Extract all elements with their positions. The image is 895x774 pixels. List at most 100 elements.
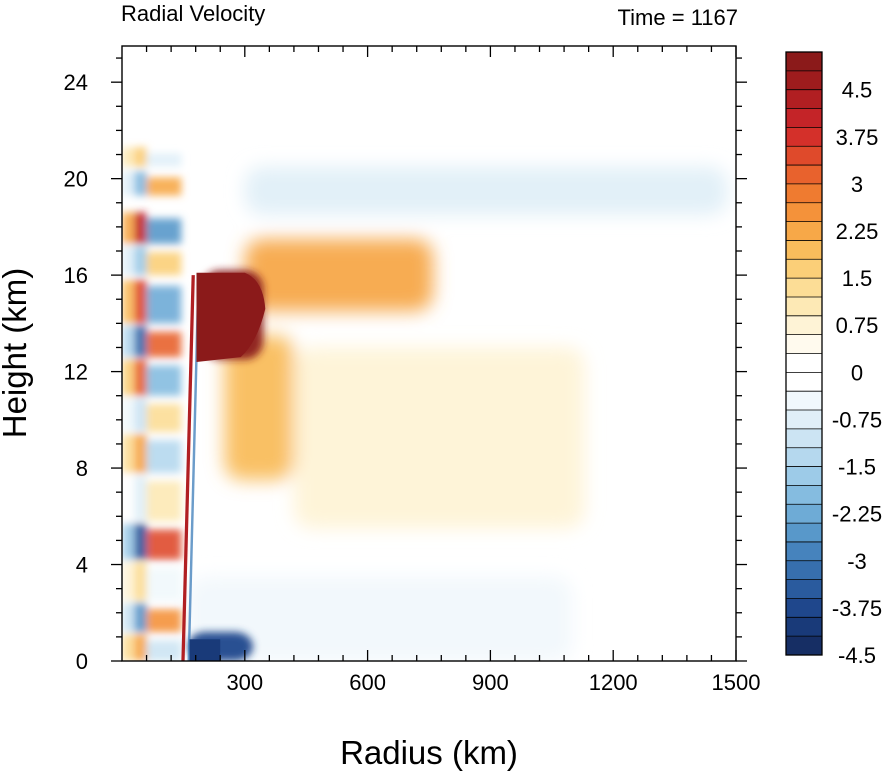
colorbar-label: -3.75: [832, 596, 882, 621]
colorbar-swatch: [786, 70, 822, 90]
y-tick-label: 0: [76, 649, 88, 674]
colorbar-swatch: [786, 334, 822, 354]
field-band: [134, 398, 147, 432]
field-band: [122, 523, 135, 560]
field-band: [122, 246, 135, 276]
colorbar-swatch: [786, 485, 822, 505]
colorbar-swatch: [786, 372, 822, 392]
y-tick-label: 16: [64, 263, 88, 288]
boundary-layer-inflow-core: [189, 639, 221, 661]
x-tick-label: 600: [349, 670, 386, 695]
field-band: [146, 365, 182, 396]
colorbar-swatch: [786, 146, 822, 166]
x-axis: 300 600 900 1200 1500: [145, 46, 761, 695]
colorbar-swatch: [786, 259, 822, 279]
x-tick-label: 300: [226, 670, 263, 695]
field-band: [122, 475, 135, 522]
field-band: [134, 523, 147, 560]
y-tick-label: 24: [64, 70, 88, 95]
field-band: [122, 562, 135, 601]
colorbar-label: -0.75: [832, 407, 882, 432]
colorbar-swatch: [786, 636, 822, 655]
field-broad-regions: [187, 166, 728, 661]
y-axis: 0 4 8 12 16 20 24: [64, 57, 747, 674]
colorbar-swatch: [786, 202, 822, 222]
eyewall-streak: [181, 275, 195, 661]
colorbar-swatch: [786, 52, 822, 71]
colorbar-label: -1.5: [838, 455, 876, 480]
field-band: [122, 147, 135, 167]
colorbar-label: 4.5: [842, 78, 873, 103]
y-tick-label: 12: [64, 360, 88, 385]
colorbar-swatch: [786, 410, 822, 429]
field-band: [122, 398, 135, 432]
x-tick-label: 1200: [589, 670, 638, 695]
colorbar-swatch: [786, 315, 822, 335]
colorbar-swatch: [786, 579, 822, 599]
field-band: [146, 177, 182, 196]
field-band: [134, 634, 147, 661]
colorbar-swatch: [786, 89, 822, 109]
y-tick-label: 20: [64, 167, 88, 192]
field-band: [146, 252, 182, 276]
field-region: [224, 335, 294, 481]
field-band: [134, 325, 147, 358]
field-band: [134, 359, 147, 396]
colorbar-frame: [785, 51, 823, 656]
field-band: [134, 603, 147, 633]
outflow-jet-core: [196, 272, 266, 362]
field-band: [146, 285, 182, 324]
x-axis-label: Radius (km): [340, 734, 518, 771]
colorbar-swatch: [786, 183, 822, 203]
colorbar: 4.5 3.75 3 2.25 1.5 0.75 0 -0.75 -1.5 -2.25 -3 -3.7…: [785, 51, 882, 668]
field-band: [134, 279, 147, 324]
colorbar-swatch: [786, 353, 822, 373]
colorbar-label: -4.5: [838, 643, 876, 668]
colorbar-label: 2.25: [836, 219, 879, 244]
field-band: [146, 640, 182, 661]
field-band: [134, 562, 147, 601]
field-region: [244, 166, 728, 215]
colorbar-swatch: [786, 221, 822, 241]
field-band: [146, 609, 182, 633]
chart-title: Radial Velocity: [121, 1, 265, 26]
y-tick-label: 4: [76, 553, 88, 578]
field-band: [122, 212, 135, 244]
colorbar-label: 3: [851, 172, 863, 197]
y-tick-label: 8: [76, 456, 88, 481]
colorbar-label: -3: [847, 549, 867, 574]
field-band: [122, 434, 135, 473]
field-band: [122, 325, 135, 358]
colorbar-label: 1.5: [842, 266, 873, 291]
field-band: [146, 568, 182, 601]
field-band: [146, 218, 182, 244]
field-band: [134, 147, 147, 167]
colorbar-swatch: [786, 466, 822, 486]
colorbar-swatch: [786, 240, 822, 260]
field-band: [134, 171, 147, 196]
field-band: [146, 153, 182, 167]
x-tick-label: 1500: [712, 670, 761, 695]
heatmap-field: [122, 46, 736, 661]
colorbar-swatch: [786, 541, 822, 561]
eyewall-streak: [187, 275, 200, 661]
colorbar-swatch: [786, 165, 822, 184]
field-band: [146, 529, 182, 560]
colorbar-label: 3.75: [836, 125, 879, 150]
colorbar-swatch: [786, 598, 822, 618]
chart-subtitle: Time = 1167: [618, 5, 738, 30]
field-band: [134, 434, 147, 473]
colorbar-swatch: [786, 504, 822, 524]
field-band: [122, 634, 135, 661]
x-tick-label: 900: [472, 670, 509, 695]
colorbar-label: 0: [851, 360, 863, 385]
field-band: [134, 246, 147, 276]
colorbar-swatch: [786, 447, 822, 467]
field-band: [146, 404, 182, 432]
field-band: [146, 481, 182, 522]
field-band: [146, 440, 182, 473]
field-region: [293, 347, 585, 529]
field-band: [134, 475, 147, 522]
colorbar-swatch: [786, 108, 822, 128]
